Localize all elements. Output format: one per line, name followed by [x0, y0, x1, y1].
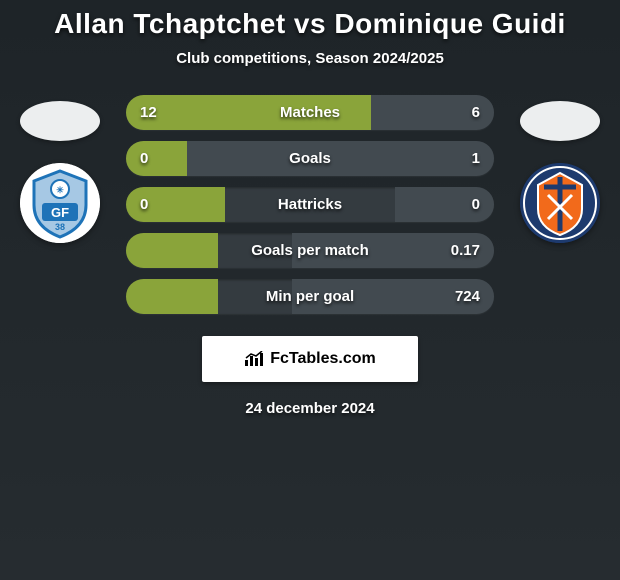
chart-icon — [244, 351, 264, 367]
brand-text: FcTables.com — [270, 350, 376, 368]
stat-value-left: 0 — [140, 150, 148, 167]
page-title: Allan Tchaptchet vs Dominique Guidi — [54, 8, 566, 40]
stat-row: 00Hattricks — [126, 187, 494, 222]
club-badge-right — [520, 163, 600, 243]
stat-bar-right: 0.17 — [292, 233, 494, 268]
left-column: ✳ GF 38 — [0, 95, 120, 243]
stat-bar-left — [126, 233, 218, 268]
stat-bars: 126Matches01Goals00Hattricks0.17Goals pe… — [120, 95, 500, 314]
svg-text:GF: GF — [51, 205, 69, 220]
stat-row: 01Goals — [126, 141, 494, 176]
page-subtitle: Club competitions, Season 2024/2025 — [176, 50, 444, 67]
svg-text:38: 38 — [55, 222, 65, 232]
right-column — [500, 95, 620, 243]
stat-row: 126Matches — [126, 95, 494, 130]
stat-row: 724Min per goal — [126, 279, 494, 314]
stat-bar-left: 12 — [126, 95, 371, 130]
stat-value-right: 6 — [472, 104, 480, 121]
brand-logo: FcTables.com — [202, 336, 418, 382]
stat-value-left: 0 — [140, 196, 148, 213]
stat-bar-left — [126, 279, 218, 314]
stat-bar-left: 0 — [126, 141, 187, 176]
stat-value-right: 0.17 — [451, 242, 480, 259]
stat-bar-right: 1 — [187, 141, 494, 176]
stat-value-right: 1 — [472, 150, 480, 167]
snapshot-date: 24 december 2024 — [245, 400, 374, 417]
stat-bar-right: 6 — [371, 95, 494, 130]
stat-bar-left: 0 — [126, 187, 225, 222]
stat-bar-right: 0 — [395, 187, 494, 222]
stat-value-right: 0 — [472, 196, 480, 213]
player-left-placeholder — [20, 101, 100, 141]
stat-row: 0.17Goals per match — [126, 233, 494, 268]
stat-value-left: 12 — [140, 104, 157, 121]
svg-text:✳: ✳ — [56, 185, 64, 195]
player-right-placeholder — [520, 101, 600, 141]
club-badge-left: ✳ GF 38 — [20, 163, 100, 243]
stat-value-right: 724 — [455, 288, 480, 305]
stat-bar-right: 724 — [292, 279, 494, 314]
